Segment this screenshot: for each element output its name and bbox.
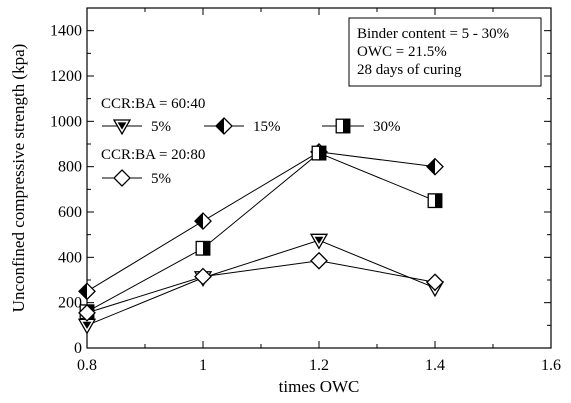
- square-half-fill: [203, 241, 210, 256]
- diamond-half-fill: [195, 213, 203, 230]
- triangle-fill: [314, 236, 324, 244]
- legend-group-title-60-40: CCR:BA = 60:40: [101, 96, 205, 112]
- y-tick-label: 200: [58, 295, 82, 312]
- square-half-fill: [435, 193, 442, 208]
- axis-ticks: 0.8 1 1.2 1.4 1.6 0 200 400 600 800 1000 1200 1400: [50, 8, 561, 374]
- data-point-1: [194, 212, 212, 230]
- y-tick-label: 1400: [50, 23, 82, 40]
- diamond-half-fill: [216, 118, 224, 134]
- x-tick-label: 0.8: [77, 357, 97, 374]
- annotation-frame: [348, 17, 542, 87]
- legend-label-60-40-30: 30%: [373, 119, 401, 135]
- data-point-0: [309, 233, 329, 250]
- diamond-outline: [194, 267, 212, 286]
- y-axis-title: Unconfined compressive strength (kpa): [9, 44, 28, 313]
- square-half-fill: [343, 119, 350, 133]
- legend-marker: [335, 118, 351, 134]
- data-point-2: [427, 193, 443, 209]
- x-tick-label: 1: [199, 357, 207, 374]
- diamond-outline: [78, 303, 96, 322]
- series-line-0: [86, 239, 436, 326]
- data-point-1: [78, 282, 96, 301]
- legend-label-60-40-15: 15%: [253, 119, 281, 135]
- legend: CCR:BA = 60:40 5% 15% 30% CCR:BA = 20:80…: [101, 96, 401, 187]
- x-axis-title: times OWC: [279, 377, 360, 396]
- legend-label-20-80-5: 5%: [151, 171, 171, 187]
- triangle-fill: [82, 321, 92, 329]
- y-tick-label: 0: [74, 340, 82, 357]
- series-line-2: [86, 152, 436, 313]
- triangle-fill: [117, 122, 127, 130]
- legend-marker: [113, 169, 131, 187]
- y-tick-label: 1000: [50, 113, 82, 130]
- diamond-outline: [113, 169, 131, 187]
- x-tick-label: 1.6: [541, 357, 561, 374]
- square-half-fill: [319, 146, 326, 160]
- data-point-3: [78, 303, 96, 322]
- data-point-2: [311, 145, 327, 161]
- legend-group-title-20-80: CCR:BA = 20:80: [101, 147, 205, 163]
- series-line-1: [86, 151, 436, 292]
- x-tick-label: 1.2: [309, 357, 329, 374]
- data-point-2: [195, 240, 211, 256]
- legend-marker: [112, 119, 132, 136]
- series-line-3: [86, 260, 436, 314]
- data-point-3: [310, 251, 328, 270]
- series-lines: [86, 151, 436, 326]
- data-point-3: [426, 273, 444, 292]
- annotation-line-owc: OWC = 21.5%: [357, 44, 447, 60]
- legend-label-60-40-5: 5%: [151, 119, 171, 135]
- diamond-outline: [426, 273, 444, 292]
- series-markers: [77, 143, 445, 335]
- annotation-line-curing: 28 days of curing: [357, 62, 462, 78]
- diamond-half-fill: [427, 158, 435, 175]
- data-point-1: [426, 157, 444, 176]
- legend-marker: [215, 117, 233, 135]
- diamond-half-fill: [79, 283, 87, 300]
- x-tick-label: 1.4: [425, 357, 445, 374]
- y-tick-label: 400: [58, 249, 82, 266]
- data-point-3: [194, 267, 212, 286]
- annotation-line-binder: Binder content = 5 - 30%: [357, 26, 509, 42]
- diamond-outline: [310, 251, 328, 270]
- annotation-box: Binder content = 5 - 30% OWC = 21.5% 28 …: [348, 17, 542, 87]
- y-tick-label: 1200: [50, 68, 82, 85]
- y-tick-label: 800: [58, 159, 82, 176]
- y-tick-label: 600: [58, 204, 82, 221]
